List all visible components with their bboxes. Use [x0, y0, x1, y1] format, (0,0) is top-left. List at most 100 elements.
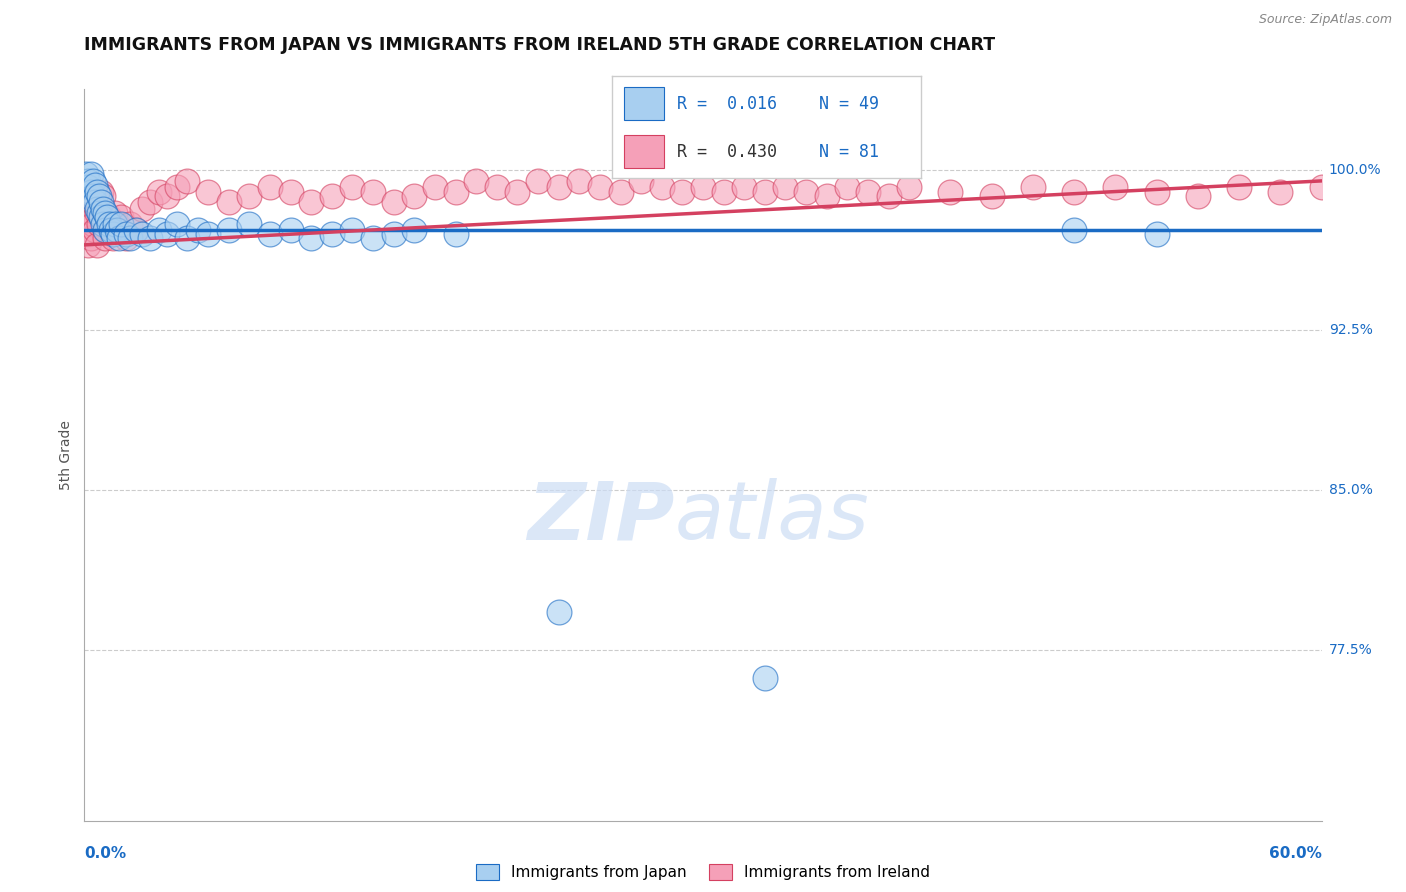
Point: [733, 180, 755, 194]
Point: [118, 231, 141, 245]
Point: [898, 180, 921, 194]
Point: [79, 231, 101, 245]
Point: [90, 185, 112, 199]
Text: atlas: atlas: [675, 478, 870, 557]
Point: [82, 217, 104, 231]
Point: [259, 180, 281, 194]
Point: [139, 231, 162, 245]
Point: [1146, 185, 1168, 199]
Text: 60.0%: 60.0%: [1268, 847, 1322, 862]
Point: [754, 671, 776, 685]
Point: [547, 605, 569, 619]
Legend: Immigrants from Japan, Immigrants from Ireland: Immigrants from Japan, Immigrants from I…: [470, 858, 936, 886]
Point: [86, 238, 108, 252]
Point: [75, 217, 97, 231]
Point: [91, 217, 114, 231]
Point: [148, 223, 170, 237]
Point: [197, 185, 219, 199]
Point: [794, 185, 817, 199]
Point: [108, 223, 131, 237]
Point: [82, 189, 104, 203]
Point: [280, 185, 302, 199]
Point: [547, 180, 569, 194]
Point: [342, 180, 364, 194]
Point: [1022, 180, 1045, 194]
Point: [90, 202, 112, 216]
Point: [139, 195, 162, 210]
Point: [98, 210, 121, 224]
Point: [166, 217, 188, 231]
Text: N = 81: N = 81: [818, 143, 879, 161]
Point: [361, 185, 384, 199]
Point: [83, 178, 105, 193]
Point: [176, 231, 198, 245]
Text: Source: ZipAtlas.com: Source: ZipAtlas.com: [1258, 13, 1392, 27]
Point: [96, 210, 118, 224]
Point: [321, 189, 343, 203]
Point: [1104, 180, 1126, 194]
Point: [105, 223, 128, 237]
Point: [187, 223, 209, 237]
Point: [837, 180, 859, 194]
Point: [118, 217, 141, 231]
Point: [754, 185, 776, 199]
Point: [83, 195, 105, 210]
Point: [423, 180, 446, 194]
Point: [404, 189, 426, 203]
Point: [86, 206, 108, 220]
Point: [1310, 180, 1333, 194]
Point: [1063, 185, 1085, 199]
Point: [299, 231, 322, 245]
Point: [94, 223, 117, 237]
Point: [166, 180, 188, 194]
Point: [1270, 185, 1292, 199]
Point: [877, 189, 900, 203]
Point: [1063, 223, 1085, 237]
Point: [82, 174, 104, 188]
Text: ZIP: ZIP: [527, 478, 675, 557]
Text: 77.5%: 77.5%: [1329, 643, 1372, 657]
Point: [506, 185, 529, 199]
Point: [148, 185, 170, 199]
Point: [444, 227, 467, 242]
Text: 100.0%: 100.0%: [1329, 163, 1381, 178]
Point: [125, 223, 148, 237]
Point: [259, 227, 281, 242]
Point: [86, 202, 108, 216]
Point: [775, 180, 797, 194]
Point: [110, 217, 132, 231]
Text: 0.0%: 0.0%: [84, 847, 127, 862]
Point: [527, 174, 550, 188]
Point: [856, 185, 879, 199]
Point: [79, 168, 101, 182]
Point: [86, 185, 108, 199]
Point: [110, 210, 132, 224]
Point: [79, 185, 101, 199]
Point: [1227, 180, 1250, 194]
Point: [108, 231, 131, 245]
Point: [299, 195, 322, 210]
Point: [131, 202, 153, 216]
Point: [404, 223, 426, 237]
Bar: [624, 87, 664, 120]
Point: [692, 180, 714, 194]
Point: [630, 174, 652, 188]
Point: [444, 185, 467, 199]
Point: [79, 206, 101, 220]
Point: [321, 227, 343, 242]
Text: 85.0%: 85.0%: [1329, 483, 1372, 497]
Point: [568, 174, 591, 188]
Point: [77, 227, 100, 242]
Point: [815, 189, 838, 203]
Point: [713, 185, 735, 199]
Point: [87, 206, 110, 220]
Point: [94, 206, 117, 220]
Point: [382, 195, 405, 210]
Bar: [624, 136, 664, 168]
Point: [103, 227, 125, 242]
Text: IMMIGRANTS FROM JAPAN VS IMMIGRANTS FROM IRELAND 5TH GRADE CORRELATION CHART: IMMIGRANTS FROM JAPAN VS IMMIGRANTS FROM…: [84, 36, 995, 54]
Point: [939, 185, 962, 199]
Text: R =  0.430: R = 0.430: [676, 143, 776, 161]
Point: [382, 227, 405, 242]
Point: [114, 227, 136, 242]
